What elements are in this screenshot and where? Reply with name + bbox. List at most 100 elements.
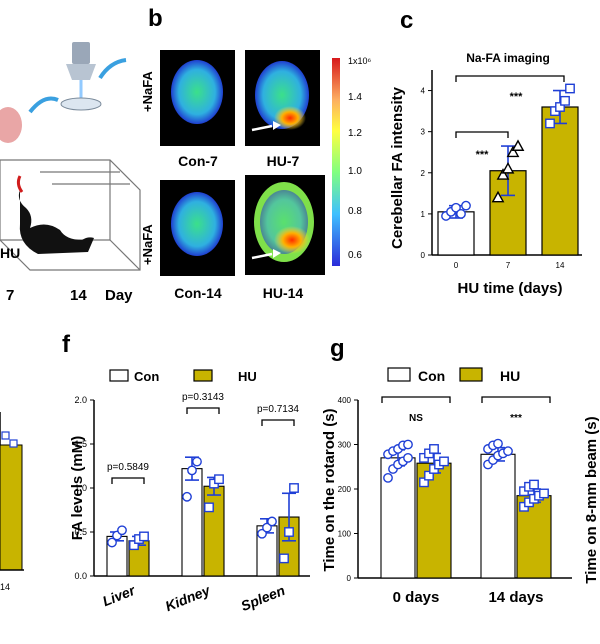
data-point [403,452,413,463]
data-point [439,456,449,467]
panel-f-label: f [62,331,71,358]
y-tick-label: 0 [421,251,426,260]
data-point [262,522,272,533]
legend-label: Con [134,369,159,384]
panel-g-label: g [330,335,345,362]
significance-label: NS [409,413,423,424]
chart-c: c Na-FA imaging Cerebellar FA intensity … [389,7,582,297]
significance-bracket [111,477,145,484]
arrow-icon [251,124,273,132]
y-tick-label: 1.5 [74,439,87,449]
tail-suspension-icon [16,175,24,193]
significance-bracket [455,131,509,138]
data-point [139,531,149,542]
y-tick-label: 400 [338,396,352,405]
y-tick-label: 0.5 [74,527,87,537]
significance-label: *** [510,91,524,103]
data-point [204,502,214,513]
data-point [539,488,549,499]
data-point [117,525,127,536]
colorbar-tick: 1.0 [348,166,362,177]
y-tick-label: 200 [338,485,352,494]
data-point [403,439,413,450]
image-label: HU-7 [267,153,300,169]
data-point [491,190,505,203]
chart-c-title: Na-FA imaging [466,51,550,65]
bar-hu-kidney [203,485,225,577]
significance-bracket [455,75,565,82]
significance-bracket [261,419,295,426]
data-point [493,438,503,449]
y-tick-label: 4 [421,87,426,96]
chart-g-ylabel: Time on the rotarod (s) [321,408,338,571]
significance-bracket [481,396,551,403]
data-point [383,472,393,483]
data-point [506,145,520,158]
data-point [501,162,515,174]
bar-14 [541,106,579,256]
significance-bracket [186,407,220,414]
chart-f: f FA levels (mM) 0.0 0.5 1.0 1.5 2.0 Liver Kid… [62,331,310,614]
y-tick-label: 100 [338,530,352,539]
data-point [461,200,471,211]
y-tick-label: 2.0 [74,395,87,405]
bar-con-14-days [480,453,516,579]
colorbar-tick: 0.8 [348,206,362,217]
partial-bar [0,444,23,571]
chart-c-ylabel: Cerebellar FA intensity [389,86,406,249]
data-point [555,102,565,112]
schematic-panel: HU 7 14 Day [0,42,141,304]
bar-con-kidney [181,468,203,577]
chart-c-xlabel: HU time (days) [457,280,562,297]
image-label: Con-7 [178,153,218,169]
x-tick-label: 0 [454,261,459,270]
legend-swatch-hu [459,367,483,382]
legend-label: HU [238,369,257,384]
y-tick-label: 1.0 [74,483,87,493]
significance-label: *** [510,413,522,424]
legend-swatch-con [109,369,129,382]
data-point [529,479,539,490]
image-label: HU-14 [263,285,304,301]
data-point [424,470,434,481]
timeline-tick: 7 [6,287,14,304]
timeline-tick: 14 [70,287,87,304]
data-point [451,202,461,213]
data-point [107,537,117,548]
data-point [289,483,299,493]
data-point [187,465,197,476]
data-point [214,474,224,485]
data-point [419,477,429,488]
x-tick-label: Liver [100,581,138,609]
legend-label: Con [418,368,445,384]
arrow-icon [28,96,59,114]
mouse-icon [18,190,94,254]
data-point [565,83,575,94]
timeline-unit: Day [105,287,133,304]
legend-swatch-hu [193,369,213,382]
legend-swatch-con [387,367,411,382]
data-point [456,208,466,219]
data-point [503,446,513,457]
arrow-icon [98,58,127,80]
nafa-side-label: +NaFA [140,71,155,112]
imaging-panel: b +NaFA +NaFA Con-7 HU-7 Con-14 HU-14 1x… [140,5,372,301]
x-tick-label: Kidney [163,581,213,614]
x-tick-label: 7 [506,261,511,270]
image-label: Con-14 [174,285,222,301]
p-value-label: p=0.3143 [182,392,224,403]
colorbar-tick: 1x10⁶ [348,56,372,66]
data-point [267,516,277,527]
y-tick-label: 3 [421,128,426,137]
p-value-label: p=0.5849 [107,462,149,473]
data-point [284,527,294,537]
y-tick-label: 300 [338,441,352,450]
data-point [129,540,139,551]
nafa-side-label: +NaFA [140,224,155,265]
data-point [257,528,267,539]
data-point [279,553,289,564]
colorbar-tick: 0.6 [348,250,362,261]
data-point [545,118,555,129]
brain-sample-icon [0,107,22,143]
